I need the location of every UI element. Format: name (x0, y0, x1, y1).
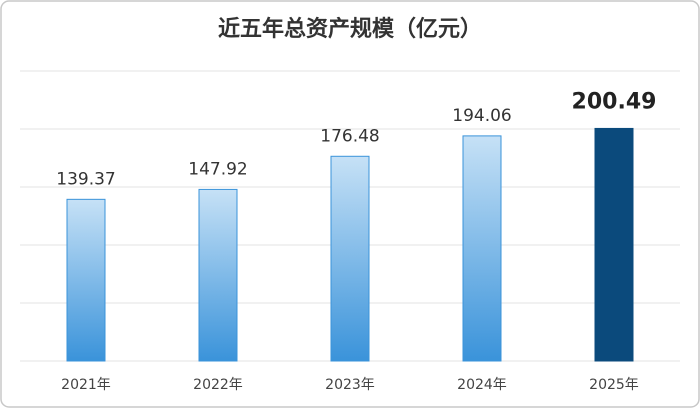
chart-title: 近五年总资产规模（亿元） (218, 16, 482, 42)
x-tick-label: 2024年 (457, 377, 507, 393)
x-tick-label: 2022年 (193, 377, 243, 393)
x-tick-label: 2021年 (61, 377, 111, 393)
bar (198, 188, 238, 362)
value-label: 194.06 (452, 106, 511, 126)
value-label: 200.49 (572, 89, 657, 114)
value-label: 176.48 (320, 126, 379, 146)
bar (594, 127, 634, 362)
bar (66, 198, 106, 362)
bar (462, 135, 502, 362)
value-label: 147.92 (188, 159, 247, 179)
x-tick-label: 2025年 (589, 377, 639, 393)
x-tick-label: 2023年 (325, 377, 375, 393)
bar (330, 155, 370, 362)
value-label: 139.37 (56, 169, 115, 189)
